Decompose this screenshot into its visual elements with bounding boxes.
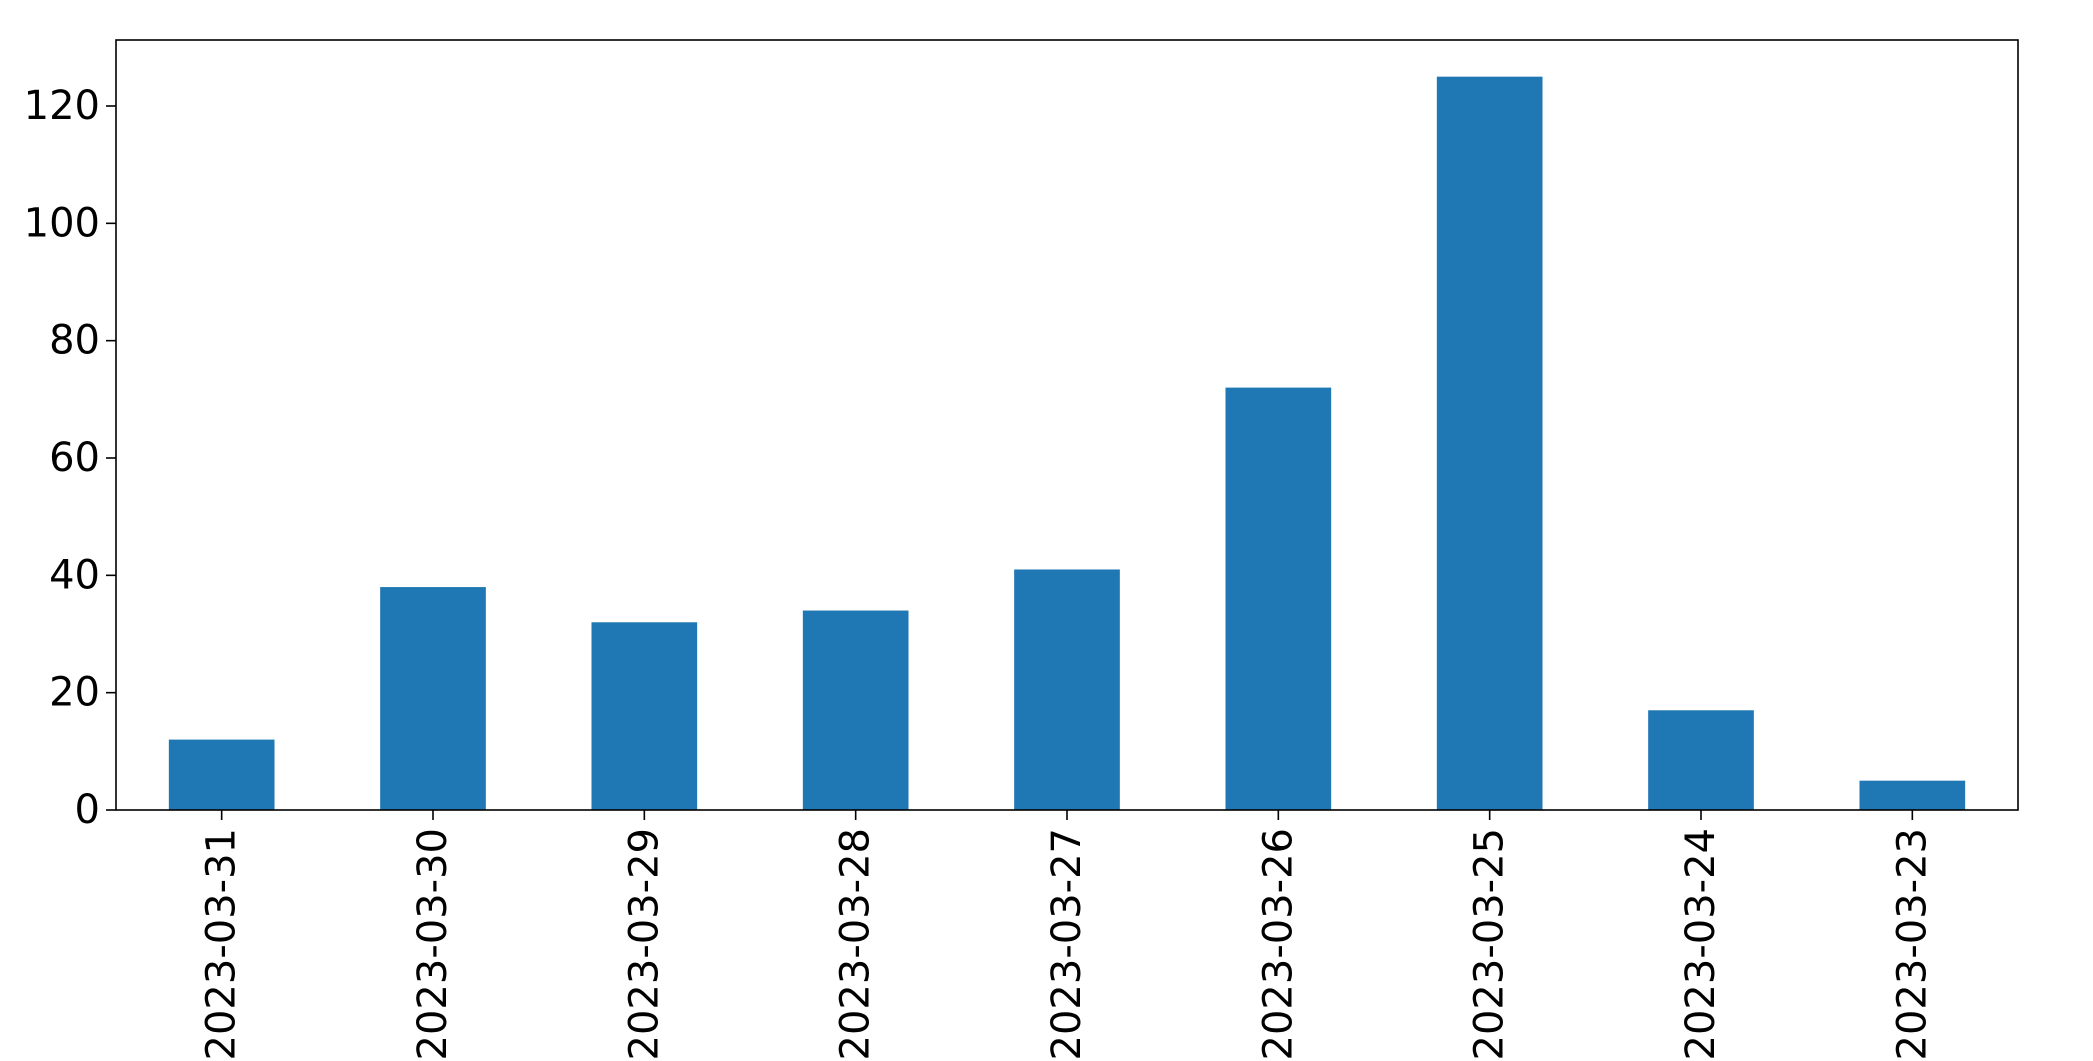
- bar-2023-03-27: [1014, 569, 1120, 810]
- y-tick-label: 100: [24, 200, 100, 246]
- y-tick-label: 60: [49, 435, 100, 481]
- x-tick-label: 2023-03-29: [621, 828, 667, 1060]
- bar-2023-03-25: [1436, 76, 1543, 810]
- y-tick-label: 120: [24, 83, 100, 129]
- bar-2023-03-24: [1648, 710, 1754, 810]
- x-tick-label: 2023-03-24: [1678, 828, 1724, 1060]
- bar-2023-03-29: [591, 622, 698, 810]
- x-tick-label: 2023-03-25: [1467, 828, 1513, 1060]
- x-tick-label: 2023-03-31: [199, 828, 245, 1060]
- bar-2023-03-31: [168, 739, 275, 810]
- bar-2023-03-30: [380, 587, 486, 810]
- x-tick-label: 2023-03-23: [1889, 828, 1935, 1060]
- y-tick-label: 20: [49, 670, 100, 716]
- x-axis-ticks: 2023-03-31 2023-03-30 2023-03-29 2023-03-28…: [199, 810, 1935, 1060]
- x-tick-label: 2023-03-28: [833, 828, 879, 1060]
- x-tick-label: 2023-03-30: [410, 828, 456, 1060]
- x-tick-label: 2023-03-26: [1255, 828, 1301, 1060]
- bar-2023-03-28: [802, 610, 909, 810]
- y-tick-label: 0: [75, 787, 100, 833]
- x-tick-label: 2023-03-27: [1044, 828, 1090, 1060]
- y-tick-label: 40: [49, 552, 100, 598]
- y-axis-ticks: 0 20 40 60 80 100 120: [24, 83, 116, 833]
- y-tick-label: 80: [49, 318, 100, 364]
- bar-2023-03-23: [1859, 780, 1966, 810]
- bars-group: [168, 76, 1966, 810]
- plot-area-frame: [115, 39, 2019, 811]
- bar-2023-03-26: [1225, 387, 1332, 810]
